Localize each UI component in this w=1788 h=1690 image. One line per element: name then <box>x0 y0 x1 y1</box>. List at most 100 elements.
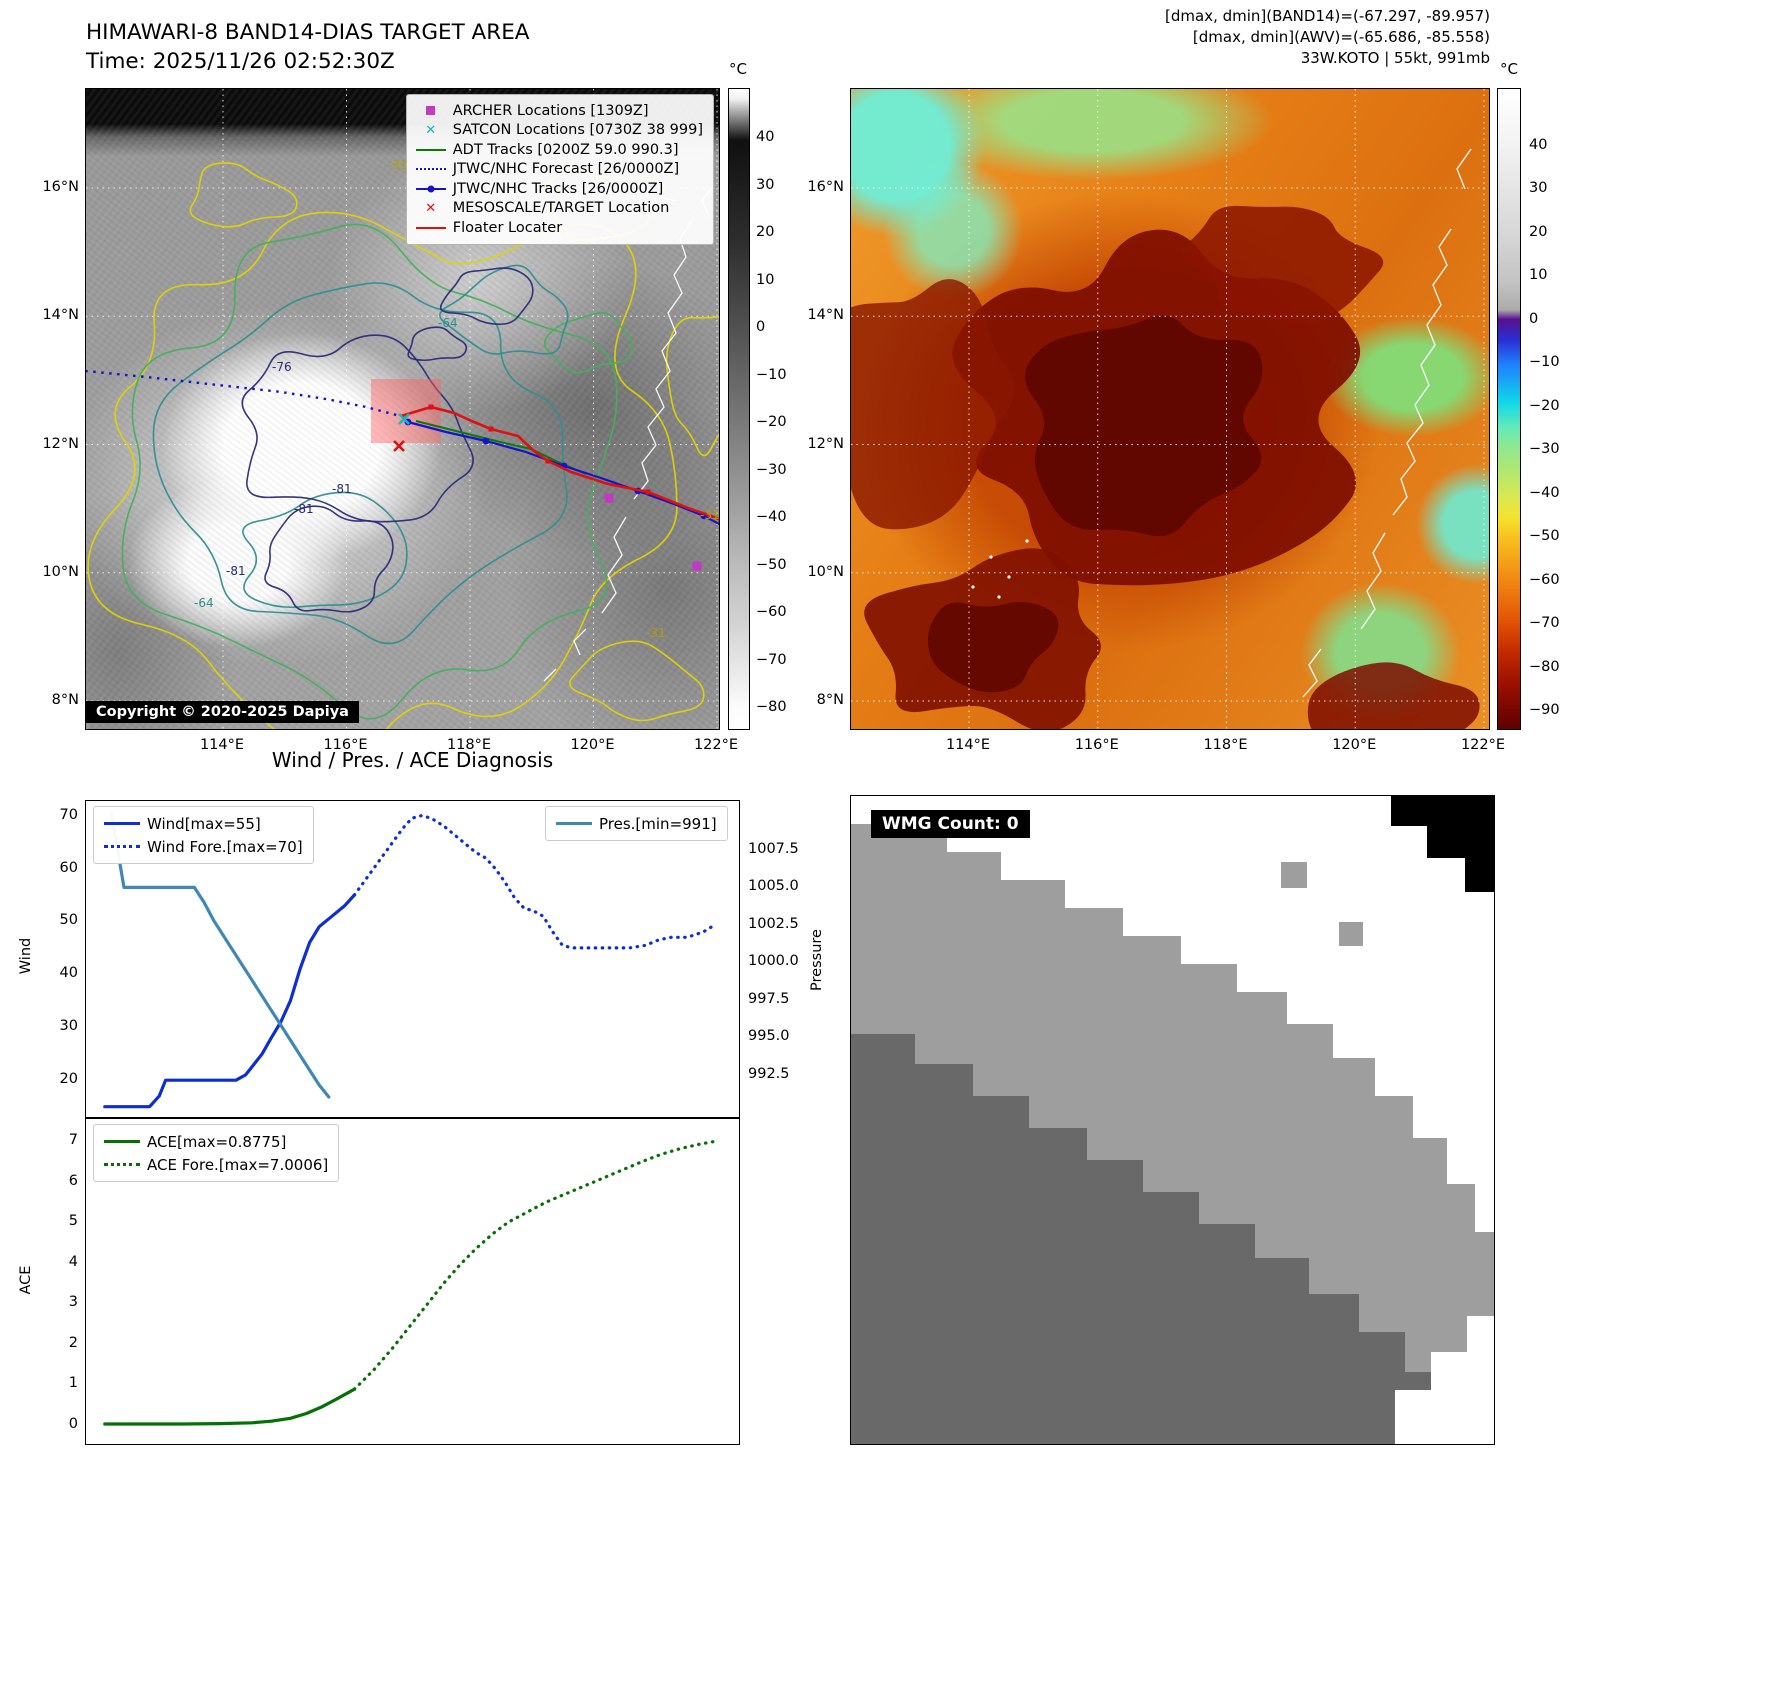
svg-text:-31: -31 <box>388 158 408 172</box>
svg-text:-76: -76 <box>272 360 292 374</box>
legend-item: ✕ MESOSCALE/TARGET Location <box>413 199 703 219</box>
awv-colorbar-unit: °C <box>1500 60 1518 78</box>
axis-tick-label: 60 <box>59 859 78 876</box>
axis-tick-label: 20 <box>756 224 775 240</box>
svg-text:-31: -31 <box>646 626 666 640</box>
band14-time-label: Time: 2025/11/26 02:52:30Z <box>86 49 395 74</box>
awv-header: [dmax, dmin](BAND14)=(-67.297, -89.957) … <box>1165 6 1490 69</box>
axis-tick-label: 50 <box>59 912 78 929</box>
axis-tick-label: 1000.0 <box>748 953 799 970</box>
axis-tick-label: −70 <box>1529 615 1560 632</box>
legend-line-icon <box>104 1140 140 1143</box>
diagnosis-title: Wind / Pres. / ACE Diagnosis <box>271 748 554 772</box>
svg-text:-64: -64 <box>438 316 458 330</box>
pressure-legend: Pres.[min=991] <box>545 806 728 841</box>
wmg-mask-image <box>851 796 1494 1444</box>
legend-item-label: JTWC/NHC Tracks [26/0000Z] <box>452 180 664 197</box>
axis-tick-label: 1 <box>68 1375 78 1392</box>
wind-axis-label: Wind <box>18 937 34 975</box>
band14-map-legend: ARCHER Locations [1309Z] ✕ SATCON Location… <box>405 94 714 245</box>
axis-tick-label: 16°N <box>807 179 844 195</box>
legend-item: ADT Tracks [0200Z 59.0 990.3] <box>413 140 703 160</box>
axis-tick-label: 118°E <box>446 737 492 753</box>
legend-item-label: JTWC/NHC Forecast [26/0000Z] <box>452 161 680 178</box>
legend-item: JTWC/NHC Tracks [26/0000Z] <box>413 179 703 199</box>
legend-item-label: ACE[max=0.8775] <box>147 1132 287 1151</box>
legend-item-label: Pres.[min=991] <box>599 814 717 833</box>
axis-tick-label: 992.5 <box>748 1065 790 1082</box>
ace-plot <box>103 1139 718 1426</box>
legend-item: Floater Locater <box>413 218 703 238</box>
axis-tick-label: 30 <box>1529 180 1548 197</box>
axis-tick-label: 6 <box>68 1172 78 1189</box>
axis-tick-label: 1007.5 <box>748 840 799 857</box>
legend-item: ✕ SATCON Locations [0730Z 38 999] <box>413 121 703 141</box>
axis-tick-label: 12°N <box>807 435 844 452</box>
copyright-label: Copyright © 2020-2025 Dapiya <box>86 701 359 723</box>
svg-text:-31: -31 <box>700 508 720 522</box>
axis-tick-label: 997.5 <box>748 990 790 1007</box>
legend-item-label: ARCHER Locations [1309Z] <box>452 102 649 119</box>
legend-marker-square-icon <box>413 106 449 116</box>
legend-item-label: Wind[max=55] <box>147 814 261 833</box>
axis-tick-label: 114°E <box>199 737 245 753</box>
legend-item: Wind[max=55] <box>104 812 303 835</box>
axis-tick-label: 8°N <box>51 692 79 708</box>
legend-item: Pres.[min=991] <box>556 812 717 835</box>
legend-item-label: Floater Locater <box>452 219 563 236</box>
axis-tick-label: 7 <box>68 1132 78 1149</box>
legend-item-label: MESOSCALE/TARGET Location <box>452 200 670 217</box>
band14-title: HIMAWARI-8 BAND14-DIAS TARGET AREA <box>86 20 530 45</box>
axis-tick-label: 0 <box>756 319 766 335</box>
band14-colorbar <box>728 88 750 730</box>
dmax-dmin-awv: [dmax, dmin](AWV)=(-65.686, -85.558) <box>1192 28 1490 46</box>
axis-tick-label: −50 <box>756 556 787 573</box>
axis-tick-label: 122°E <box>1460 737 1506 753</box>
awv-overlay <box>851 89 1489 729</box>
axis-tick-label: 118°E <box>1203 737 1248 753</box>
ace-legend: ACE[max=0.8775] ACE Fore.[max=7.0006] <box>93 1124 340 1182</box>
dmax-dmin-band14: [dmax, dmin](BAND14)=(-67.297, -89.957) <box>1165 7 1490 25</box>
axis-tick-label: −80 <box>1529 658 1560 675</box>
axis-tick-label: 995.0 <box>748 1028 790 1045</box>
axis-tick-label: 30 <box>756 176 775 193</box>
legend-item-label: ADT Tracks [0200Z 59.0 990.3] <box>452 141 679 158</box>
legend-marker-x-icon: ✕ <box>425 200 437 216</box>
axis-tick-label: 12°N <box>42 435 79 452</box>
awv-colorbar <box>1497 88 1521 730</box>
axis-tick-label: 120°E <box>1332 737 1377 753</box>
axis-tick-label: −30 <box>756 461 787 478</box>
axis-tick-label: 120°E <box>570 737 615 753</box>
axis-tick-label: 40 <box>59 965 78 982</box>
axis-tick-label: 10°N <box>42 563 79 580</box>
axis-tick-label: 10 <box>1529 267 1548 284</box>
legend-item-label: SATCON Locations [0730Z 38 999] <box>452 122 703 139</box>
legend-item: Wind Fore.[max=70] <box>104 835 303 858</box>
band14-colorbar-unit: °C <box>729 60 747 78</box>
axis-tick-label: 30 <box>59 1018 78 1035</box>
axis-tick-label: 114°E <box>945 737 991 753</box>
axis-tick-label: −20 <box>1529 397 1560 414</box>
axis-tick-label: 10°N <box>807 563 844 580</box>
axis-tick-label: 0 <box>68 1415 78 1432</box>
legend-item: ACE[max=0.8775] <box>104 1130 328 1153</box>
legend-marker-x-icon: ✕ <box>425 122 437 138</box>
legend-line-icon <box>104 1163 140 1166</box>
ace-axis-label: ACE <box>18 1265 34 1295</box>
axis-tick-label: −10 <box>756 366 787 383</box>
axis-tick-label: −60 <box>756 604 787 620</box>
axis-tick-label: 40 <box>756 129 775 145</box>
legend-item-label: ACE Fore.[max=7.0006] <box>147 1155 329 1174</box>
svg-text:-81: -81 <box>226 564 246 578</box>
wmg-map: WMG Count: 0 <box>850 795 1495 1445</box>
svg-text:-81: -81 <box>332 482 352 496</box>
legend-line-icon <box>556 822 592 825</box>
wmg-count-label: WMG Count: 0 <box>871 810 1030 838</box>
axis-tick-label: −50 <box>1529 528 1560 545</box>
axis-tick-label: 116°E <box>323 737 368 753</box>
axis-tick-label: 0 <box>1529 310 1539 327</box>
axis-tick-label: 70 <box>59 806 78 823</box>
legend-item: JTWC/NHC Forecast [26/0000Z] <box>413 160 703 180</box>
legend-item-label: Wind Fore.[max=70] <box>147 837 303 856</box>
